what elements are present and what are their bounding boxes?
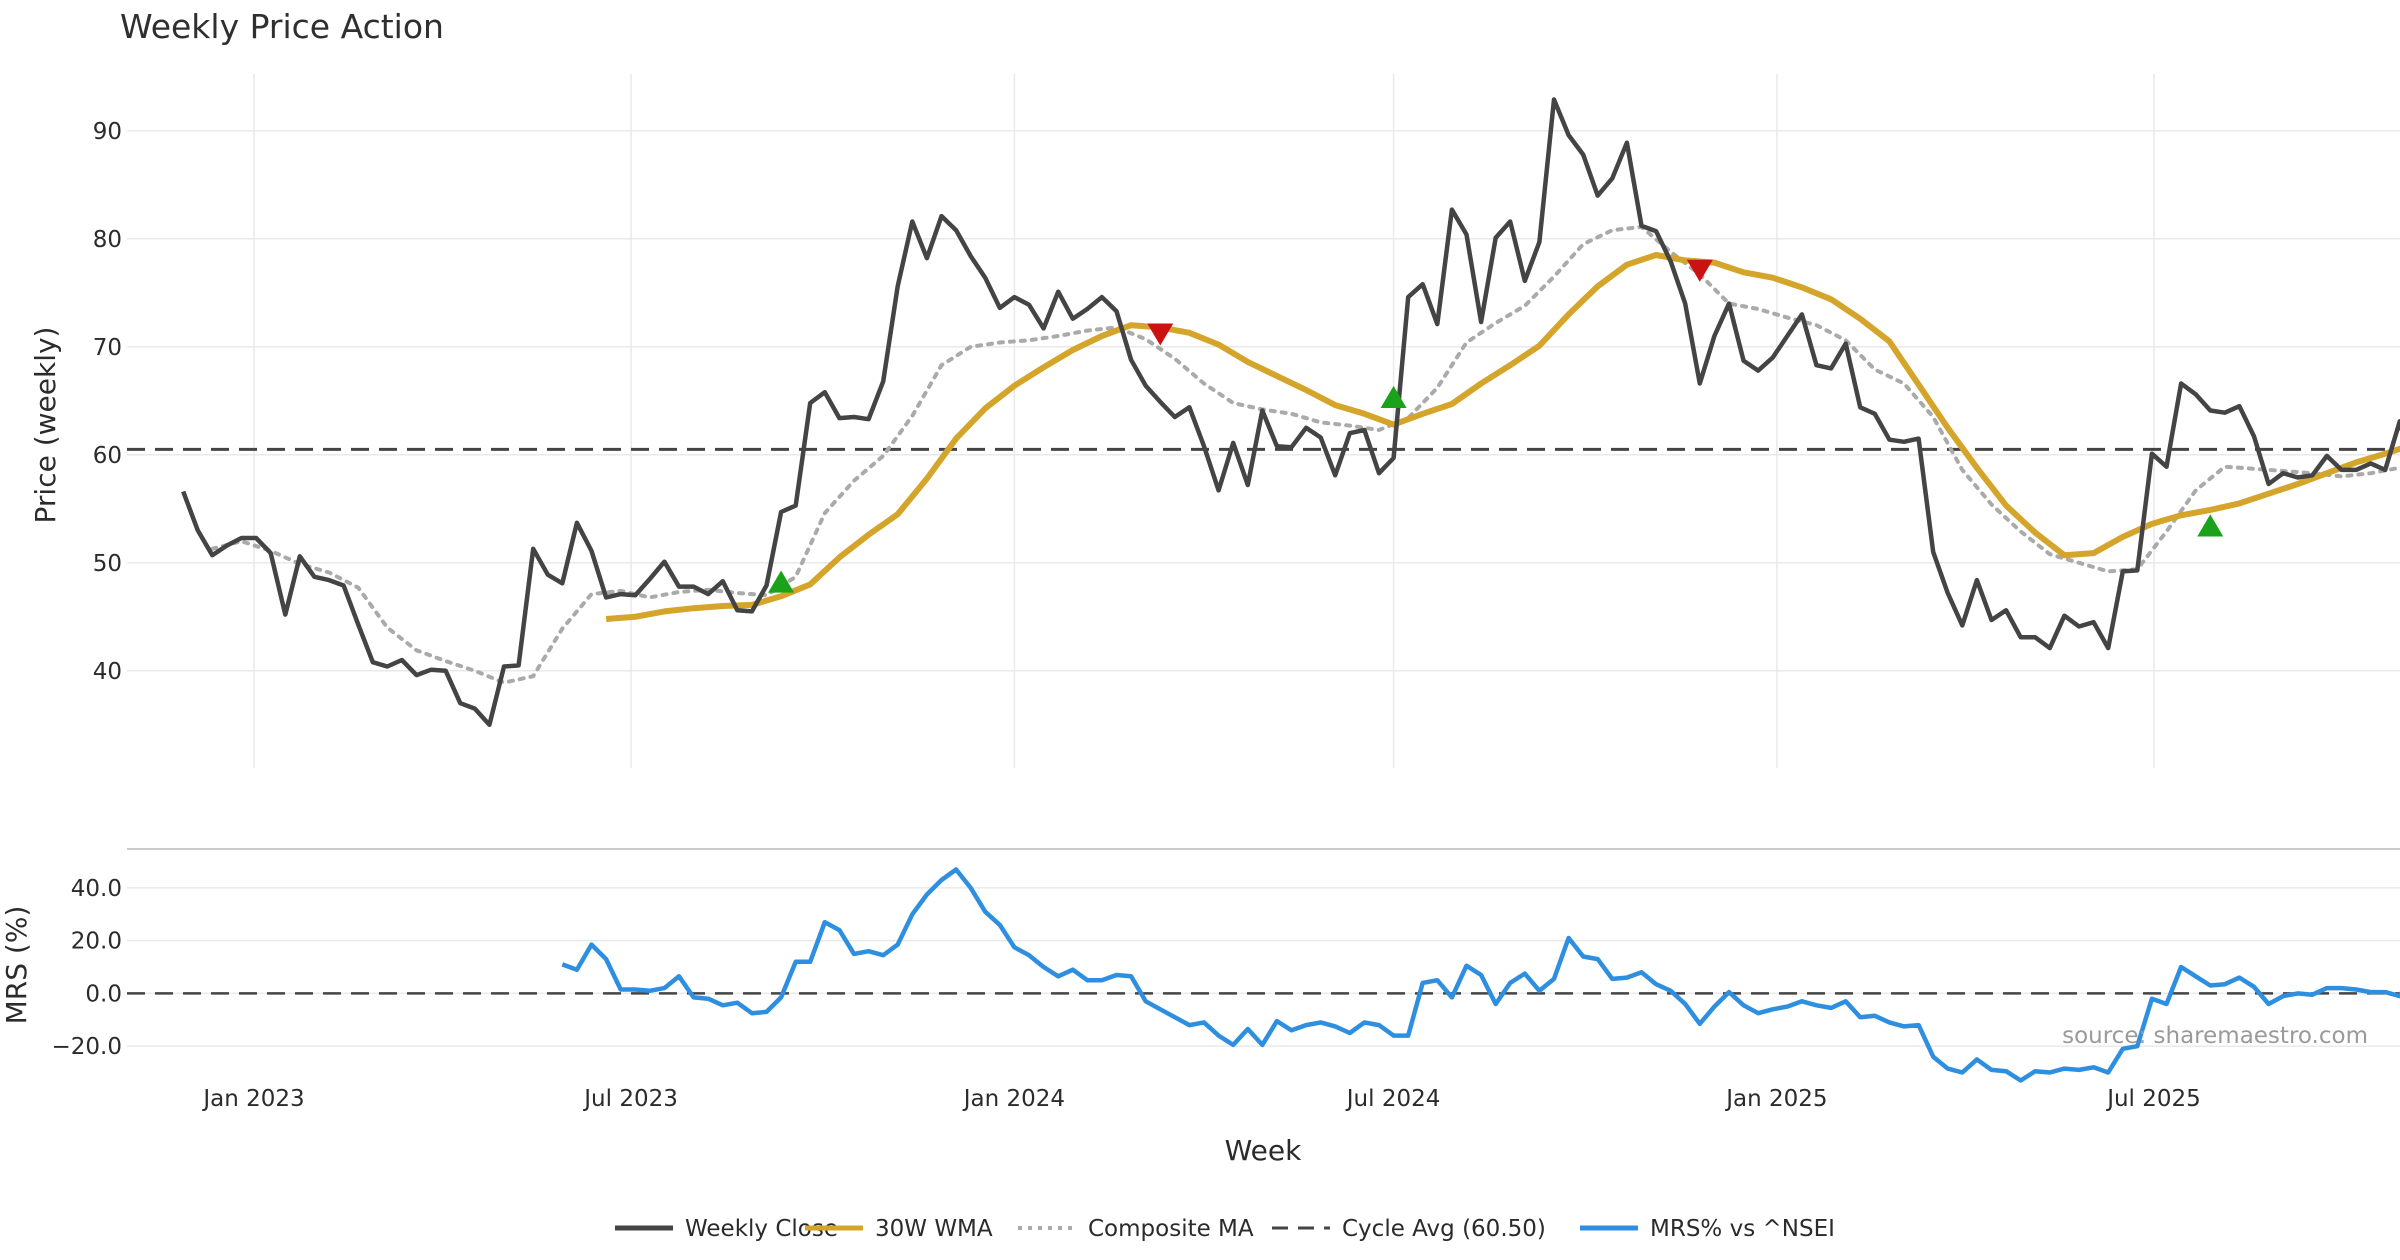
legend-item: Cycle Avg (60.50): [1272, 1216, 1546, 1242]
legend-item: Weekly Close: [615, 1216, 838, 1242]
price-grid: [127, 74, 2400, 768]
signal-markers: [768, 259, 2224, 593]
x-tick-label: Jan 2024: [962, 1086, 1065, 1112]
mrs-y-tick-label: −20.0: [52, 1034, 122, 1060]
price-y-tick-label: 50: [93, 551, 122, 577]
mrs-line: [561, 867, 2400, 1083]
weekly-close-line: [181, 97, 2400, 728]
x-tick-label: Jul 2025: [2105, 1086, 2201, 1112]
buy-signal-marker: [2197, 514, 2224, 537]
sell-signal-marker: [1147, 323, 1174, 346]
wma-30w-line: [605, 252, 2400, 622]
price-y-tick-label: 60: [93, 443, 122, 469]
buy-signal-marker: [768, 570, 795, 593]
price-y-tick-label: 80: [93, 227, 122, 253]
source-note: source: sharemaestro.com: [2062, 1023, 2368, 1049]
x-tick-label: Jul 2023: [582, 1086, 678, 1112]
chart-title: Weekly Price Action: [120, 7, 444, 46]
mrs-y-axis-label: MRS (%): [0, 906, 33, 1025]
legend-label: Composite MA: [1088, 1216, 1254, 1242]
legend-item: Composite MA: [1018, 1216, 1254, 1242]
legend-label: MRS% vs ^NSEI: [1650, 1216, 1835, 1242]
mrs-grid: [127, 887, 2400, 1047]
mrs-y-tick-label: 40.0: [71, 876, 122, 902]
price-y-tick-label: 40: [93, 659, 122, 685]
price-y-axis-label: Price (weekly): [29, 327, 62, 524]
legend-item: MRS% vs ^NSEI: [1580, 1216, 1835, 1242]
x-axis-label: Week: [1225, 1134, 1302, 1167]
price-y-tick-label: 70: [93, 335, 122, 361]
buy-signal-marker: [1380, 385, 1407, 408]
x-tick-label: Jul 2024: [1345, 1086, 1441, 1112]
x-axis-ticks: Jan 2023 Jul 2023 Jan 2024 Jul 2024 Jan 2025…: [201, 1086, 2200, 1112]
mrs-y-tick-label: 0.0: [85, 981, 122, 1007]
mrs-y-tick-label: 20.0: [71, 929, 122, 955]
composite-ma-line: [210, 224, 2400, 685]
x-tick-label: Jan 2025: [1724, 1086, 1827, 1112]
sell-signal-marker: [1686, 259, 1713, 282]
price-y-ticks: 40 50 60 70 80 90: [93, 119, 122, 685]
legend-label: Cycle Avg (60.50): [1342, 1216, 1546, 1242]
x-tick-label: Jan 2023: [201, 1086, 304, 1112]
price-y-tick-label: 90: [93, 119, 122, 145]
legend-label: 30W WMA: [875, 1216, 993, 1242]
legend-item: 30W WMA: [805, 1216, 993, 1242]
mrs-y-ticks: −20.0 0.0 20.0 40.0: [52, 876, 122, 1060]
legend: Weekly Close 30W WMA Composite MA Cycle Avg…: [615, 1216, 1835, 1242]
